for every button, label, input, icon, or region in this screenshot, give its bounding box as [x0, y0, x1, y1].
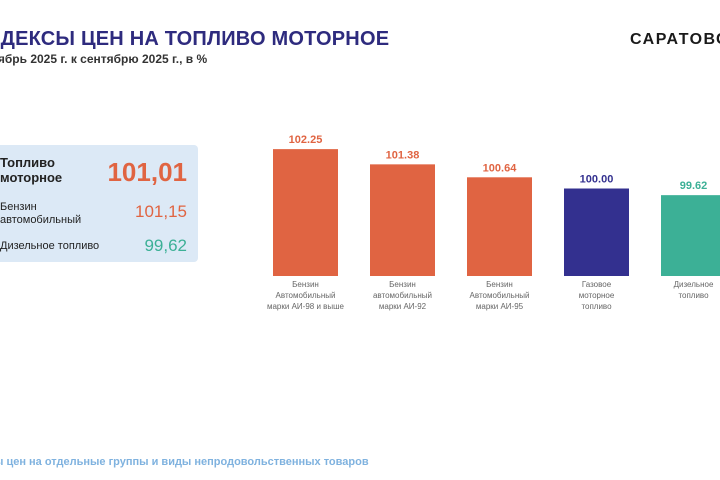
bar-value-label-2: 100.64 — [483, 162, 518, 174]
summary-row-gasoline: Бензин автомобильный 101,15 — [0, 201, 198, 231]
bar-2 — [467, 177, 532, 276]
summary-panel: Топливо моторное 101,01 Бензин автомобил… — [0, 145, 198, 262]
bar-4 — [661, 195, 720, 276]
bar-value-label-4: 99.62 — [680, 180, 708, 192]
page-subtitle: тябрь 2025 г. к сентябрю 2025 г., в % — [0, 52, 208, 66]
bar-value-label-0: 102.25 — [289, 134, 323, 146]
category-label-2: Бензин Автомобильный марки АИ-95 — [470, 280, 530, 311]
summary-gasoline-value: 101,15 — [135, 202, 187, 221]
footer-link[interactable]: ы цен на отдельные группы и виды непродо… — [0, 456, 369, 468]
bar-3 — [564, 188, 629, 276]
summary-main-label: Топливо моторное — [0, 155, 63, 185]
bar-0 — [273, 149, 338, 276]
summary-gasoline-label: Бензин автомобильный — [0, 201, 82, 226]
category-label-1: Бензин автомобильный марки АИ-92 — [373, 280, 432, 311]
bar-1 — [370, 164, 435, 276]
bar-value-label-1: 101.38 — [386, 149, 420, 161]
page-title: НДЕКСЫ ЦЕН НА ТОПЛИВО МОТОРНОЕ — [0, 28, 390, 50]
summary-row-main: Топливо моторное 101,01 — [0, 155, 198, 189]
category-label-3: Газовое моторное топливо — [579, 280, 615, 311]
summary-diesel-value: 99,62 — [144, 236, 187, 255]
summary-diesel-label: Дизельное топливо — [0, 240, 100, 252]
summary-row-diesel: Дизельное топливо 99,62 — [0, 236, 198, 256]
bar-value-label-3: 100.00 — [580, 174, 614, 186]
category-label-4: Дизельное топливо — [674, 280, 714, 300]
logo-text: САРАТОВС — [630, 31, 720, 48]
category-label-0: Бензин Автомобильный марки АИ-98 и выше — [267, 280, 345, 311]
summary-main-value: 101,01 — [107, 157, 187, 187]
